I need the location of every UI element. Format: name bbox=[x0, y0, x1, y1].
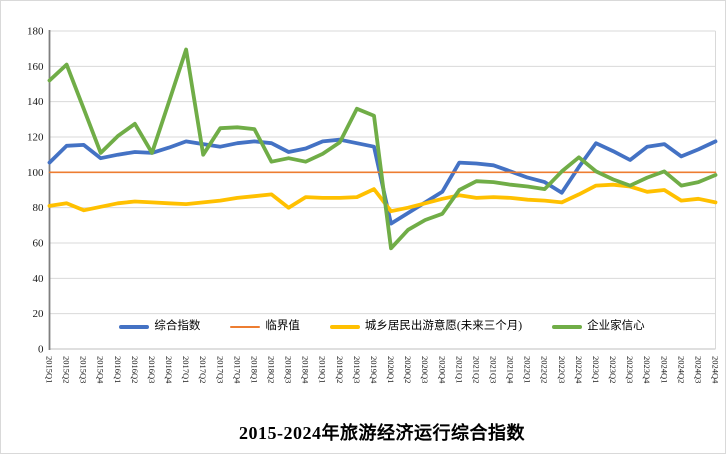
series-travel-intention bbox=[47, 182, 718, 214]
legend-item-entrepreneur-confidence: 企业家信心 bbox=[552, 321, 645, 333]
x-tick-label: 2023Q4 bbox=[642, 356, 652, 384]
x-tick-label: 2018Q3 bbox=[284, 356, 294, 383]
x-tick-label: 2019Q2 bbox=[335, 356, 345, 383]
x-tick-label: 2023Q2 bbox=[608, 356, 618, 383]
y-tick-label: 100 bbox=[27, 167, 44, 179]
legend-line-swatch bbox=[552, 324, 583, 330]
x-tick-label: 2016Q3 bbox=[147, 356, 157, 383]
x-tick-label: 2020Q3 bbox=[420, 356, 430, 383]
x-tick-label: 2023Q1 bbox=[591, 356, 601, 383]
y-tick-label: 120 bbox=[27, 132, 44, 144]
x-tick-label: 2020Q1 bbox=[386, 356, 396, 383]
x-tick-label: 2016Q1 bbox=[113, 356, 123, 383]
chart-title: 2015-2024年旅游经济运行综合指数 bbox=[239, 423, 525, 443]
legend-item-travel-intention: 城乡居民出游意愿(未来三个月) bbox=[329, 320, 523, 333]
x-tick-label: 2019Q1 bbox=[318, 356, 328, 383]
chart-legend: 综合指数 临界值 城乡居民出游意愿(未来三个月) 企业家信心 bbox=[49, 318, 715, 336]
x-tick-label: 2017Q4 bbox=[232, 356, 242, 384]
x-tick-label: 2022Q2 bbox=[540, 356, 550, 383]
x-tick-label: 2018Q2 bbox=[267, 356, 277, 383]
x-tick-label: 2015Q1 bbox=[45, 356, 55, 383]
x-tick-label: 2019Q4 bbox=[369, 356, 379, 384]
y-tick-label: 160 bbox=[27, 61, 44, 73]
legend-item-critical-value: 临界值 bbox=[230, 321, 300, 333]
x-tick-label: 2022Q1 bbox=[523, 356, 533, 383]
x-tick-label: 2024Q1 bbox=[659, 356, 669, 383]
x-tick-label: 2023Q3 bbox=[625, 356, 635, 383]
x-tick-label: 2015Q4 bbox=[96, 356, 106, 384]
x-tick-label: 2016Q2 bbox=[130, 356, 140, 383]
series-entrepreneur-confidence bbox=[47, 47, 718, 251]
legend-label: 城乡居民出游意愿(未来三个月) bbox=[364, 320, 523, 333]
legend-item-composite-index: 综合指数 bbox=[119, 321, 200, 333]
y-tick-label: 180 bbox=[27, 26, 44, 38]
x-tick-label: 2018Q4 bbox=[301, 356, 311, 384]
y-tick-label: 0 bbox=[38, 344, 44, 356]
x-tick-label: 2020Q2 bbox=[403, 356, 413, 383]
y-tick-label: 60 bbox=[33, 238, 45, 250]
legend-line-swatch bbox=[119, 324, 150, 330]
legend-line-swatch bbox=[329, 324, 360, 330]
x-tick-label: 2020Q4 bbox=[437, 356, 447, 384]
x-tick-label: 2024Q4 bbox=[711, 356, 721, 384]
legend-label: 综合指数 bbox=[154, 320, 201, 333]
y-tick-label: 40 bbox=[33, 273, 45, 285]
x-tick-label: 2022Q3 bbox=[557, 356, 567, 383]
legend-line-swatch bbox=[230, 325, 261, 329]
x-tick-label: 2024Q3 bbox=[693, 356, 703, 383]
x-tick-label: 2021Q1 bbox=[454, 356, 464, 383]
x-tick-label: 2019Q3 bbox=[352, 356, 362, 383]
line-chart: 0 20 40 60 80 100 120 140 160 180 2015Q1 2015Q2 2015… bbox=[27, 26, 721, 385]
x-tick-label: 2017Q2 bbox=[198, 356, 208, 383]
x-tick-label: 2015Q2 bbox=[62, 356, 72, 383]
x-tick-label: 2021Q3 bbox=[489, 356, 499, 383]
y-tick-label: 80 bbox=[33, 202, 45, 214]
x-tick-label: 2016Q4 bbox=[164, 356, 174, 384]
x-tick-label: 2015Q3 bbox=[79, 356, 89, 383]
y-tick-label: 140 bbox=[27, 96, 44, 108]
y-tick-label: 20 bbox=[33, 308, 45, 320]
x-tick-label: 2017Q3 bbox=[215, 356, 225, 383]
x-tick-label: 2024Q2 bbox=[676, 356, 686, 383]
x-tick-label: 2021Q4 bbox=[506, 356, 516, 384]
legend-label: 临界值 bbox=[265, 320, 300, 333]
legend-label: 企业家信心 bbox=[587, 320, 645, 333]
x-tick-label: 2017Q1 bbox=[181, 356, 191, 383]
x-tick-label: 2022Q4 bbox=[574, 356, 584, 384]
x-tick-label: 2021Q2 bbox=[471, 356, 481, 383]
x-tick-label: 2018Q1 bbox=[249, 356, 259, 383]
